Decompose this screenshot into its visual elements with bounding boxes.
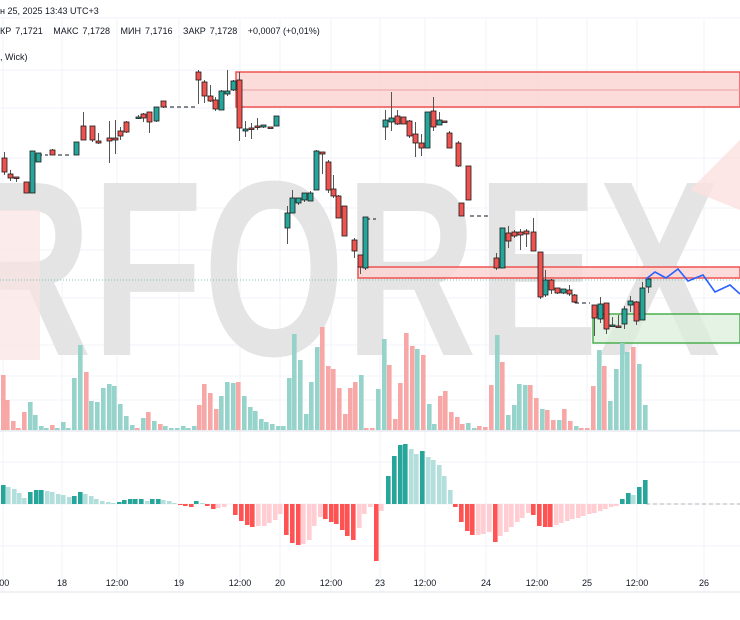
volume-bars bbox=[1, 327, 648, 430]
x-axis-label: :00 bbox=[0, 578, 9, 588]
x-axis-label: 19 bbox=[174, 578, 184, 588]
x-axis-label: 12:00 bbox=[526, 578, 549, 588]
time-axis[interactable]: :00 18 12:00 19 12:00 20 12:00 23 12:00 24 12:00 25… bbox=[0, 578, 709, 588]
x-axis-label: 12:00 bbox=[414, 578, 437, 588]
x-axis-label: 26 bbox=[699, 578, 709, 588]
zones-layer bbox=[0, 71, 740, 344]
x-axis-label: 23 bbox=[375, 578, 385, 588]
support-zone[interactable] bbox=[592, 313, 740, 344]
x-axis-label: 20 bbox=[275, 578, 285, 588]
x-axis-label: 12:00 bbox=[106, 578, 129, 588]
x-axis-label: 18 bbox=[57, 578, 67, 588]
x-axis-label: 12:00 bbox=[626, 578, 649, 588]
x-axis-label: 24 bbox=[481, 578, 491, 588]
x-axis-label: 25 bbox=[582, 578, 592, 588]
forecast-line bbox=[645, 267, 740, 295]
watermark-accent bbox=[0, 210, 40, 360]
candlesticks bbox=[1, 70, 652, 336]
watermark-arrow-icon bbox=[690, 140, 740, 210]
x-axis-label: 12:00 bbox=[229, 578, 252, 588]
resistance-lower-zone[interactable] bbox=[357, 266, 740, 279]
x-axis-label: 12:00 bbox=[320, 578, 343, 588]
oscillator-histogram bbox=[1, 444, 740, 561]
